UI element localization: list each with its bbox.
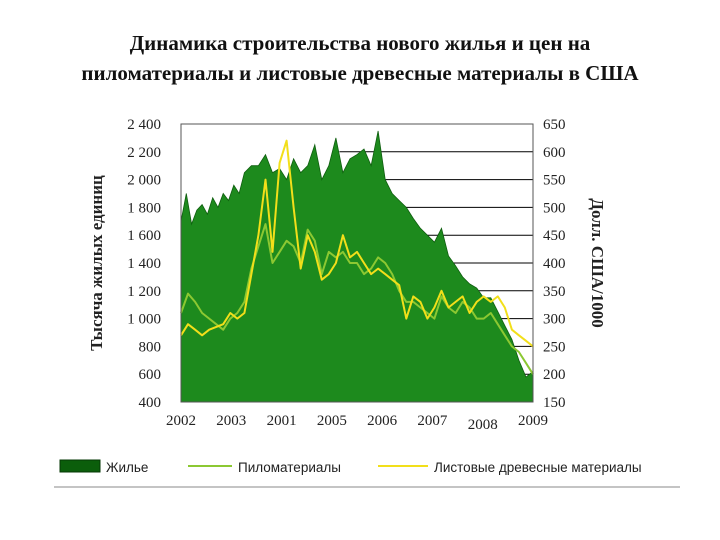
left-tick-label: 1 200 (127, 284, 161, 300)
plot-frame (180, 123, 534, 403)
left-tick-label: 2 000 (127, 173, 161, 189)
right-axis-ticks: 650 600 550 500 450 400 350 300 250 200 150 (543, 117, 566, 411)
left-tick-label: 1 000 (127, 312, 161, 328)
x-tick-label: 2006 (367, 413, 398, 429)
x-tick-label: 2009 (518, 413, 548, 429)
chart-title: Динамика строительства нового жилья и це… (0, 28, 720, 88)
right-tick-label: 500 (543, 200, 566, 216)
legend-label-lumber: Пиломатериалы (238, 460, 341, 475)
right-tick-label: 300 (543, 312, 566, 328)
left-tick-label: 800 (139, 339, 162, 355)
right-tick-label: 200 (543, 367, 566, 383)
left-tick-label: 400 (139, 395, 162, 411)
left-tick-label: 2 400 (127, 117, 161, 133)
x-tick-label: 2001 (267, 413, 297, 429)
left-tick-label: 2 200 (127, 145, 161, 161)
legend-label-panels: Листовые древесные материалы (434, 460, 642, 475)
right-tick-label: 350 (543, 284, 566, 300)
left-tick-label: 600 (139, 367, 162, 383)
right-tick-label: 650 (543, 117, 566, 133)
x-tick-label: 2005 (317, 413, 347, 429)
left-axis-ticks: 2 400 2 200 2 000 1 800 1 600 1 400 1 200 1 000… (127, 117, 161, 411)
right-tick-label: 150 (543, 395, 566, 411)
x-tick-label: 2003 (216, 413, 246, 429)
right-tick-label: 250 (543, 339, 566, 355)
right-tick-label: 450 (543, 228, 566, 244)
right-tick-label: 550 (543, 173, 566, 189)
chart-legend: Жилье Пиломатериалы Листовые древесные м… (54, 459, 680, 488)
housing-area (180, 130, 534, 403)
legend-swatch-housing (59, 459, 101, 473)
y-axis-right-title: Долл. США/1000 (588, 198, 607, 328)
x-axis-ticks: 2002 2003 2001 2005 2006 2007 2008 2009 (166, 413, 548, 433)
left-tick-label: 1 800 (127, 200, 161, 216)
chart-title-line-2: пиломатериалы и листовые древесные матер… (81, 61, 639, 85)
x-tick-label: 2007 (417, 413, 448, 429)
y-axis-left-title: Тысяча жилых единиц (87, 175, 106, 351)
right-tick-label: 600 (543, 145, 566, 161)
x-tick-label: 2008 (468, 417, 498, 433)
right-tick-label: 400 (543, 256, 566, 272)
panels-line (180, 139, 534, 348)
housing-area-layer (180, 130, 534, 403)
plot-frame-layer (180, 123, 534, 403)
price-lines-layer (180, 139, 534, 375)
lumber-line (180, 223, 534, 375)
chart-title-line-1: Динамика строительства нового жилья и це… (129, 31, 591, 55)
legend-label-housing: Жилье (106, 460, 148, 475)
x-tick-label: 2002 (166, 413, 196, 429)
left-tick-label: 1 400 (127, 256, 161, 272)
left-tick-label: 1 600 (127, 228, 161, 244)
